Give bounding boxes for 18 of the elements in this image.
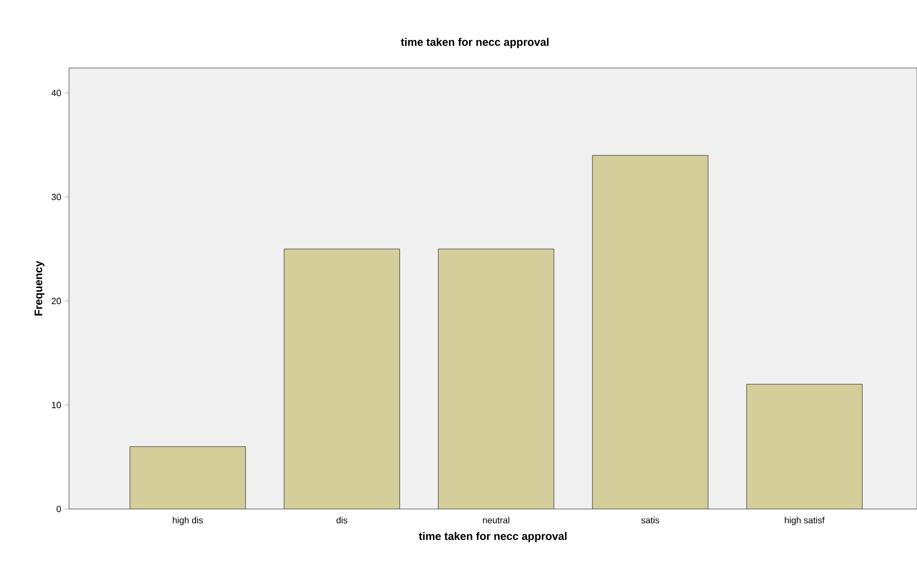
bar — [438, 248, 554, 509]
x-tick-label: satis — [641, 516, 660, 524]
x-tick-label: high satisf — [784, 516, 825, 526]
y-tick-label: 10 — [52, 402, 61, 408]
y-tick-label: 30 — [52, 194, 61, 200]
y-tick-label: 20 — [52, 298, 61, 304]
bar — [130, 446, 246, 509]
bar — [592, 155, 708, 509]
x-tick-label: high dis — [172, 516, 203, 526]
y-tick-label: 40 — [51, 90, 61, 96]
chart-title: time taken for necc approval — [400, 38, 549, 48]
x-axis-title: time taken for necc approval — [418, 532, 567, 542]
y-axis-title: Frequency — [34, 260, 44, 316]
x-tick-label: neutral — [482, 516, 510, 524]
x-tick-label: dis — [336, 516, 348, 524]
bar — [284, 248, 400, 509]
y-tick-label: 0 — [56, 506, 61, 512]
bar — [746, 384, 862, 509]
